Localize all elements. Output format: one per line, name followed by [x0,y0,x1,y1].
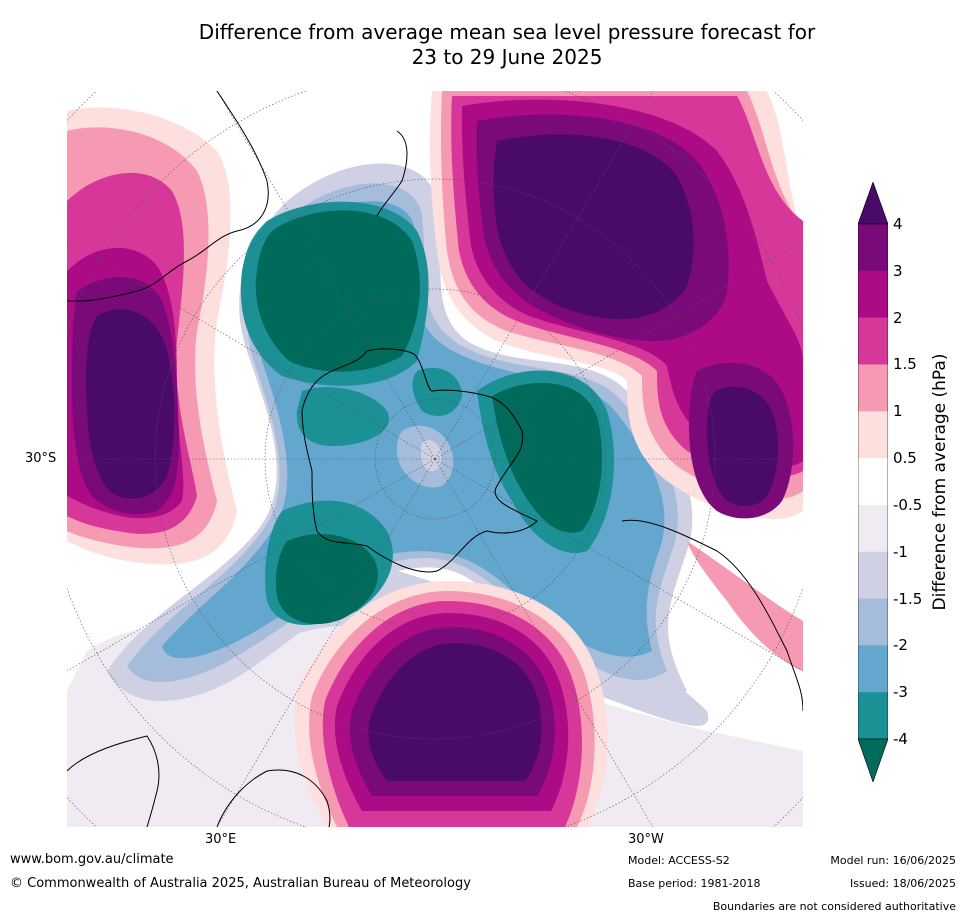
contour-negative-4-southwest [275,533,378,625]
website-link[interactable]: www.bom.gov.au/climate [10,852,174,867]
colorbar-tick-label: 3 [893,261,903,280]
colorbar-segment [858,270,888,319]
map-title: Difference from average mean sea level p… [0,20,965,70]
title-line-1: Difference from average mean sea level p… [198,20,816,44]
colorbar-label: Difference from average (hPa) [930,353,950,611]
colorbar-segment [858,692,888,740]
colorbar-segment [858,598,888,646]
colorbar-extend-top [858,182,888,225]
model-name: Model: ACCESS-S2 [628,854,730,867]
title-line-2: 23 to 29 June 2025 [411,45,603,69]
new-zealand-coastline [376,130,408,217]
colorbar-extend-bottom [858,738,888,782]
colorbar-segment [858,317,888,365]
colorbar-tick-label: -2 [893,636,908,655]
colorbar-tick-label: -0.5 [893,495,923,514]
contour-negative-3-center [412,367,462,416]
latitude-label-30s: 30°S [25,451,57,466]
colorbar-segment [858,645,888,693]
south-america-coastline [621,519,803,712]
model-run-date: Model run: 16/06/2025 [830,854,956,867]
pressure-anomaly-map [67,91,803,827]
contour-positive-s-4 [368,643,542,781]
colorbar-segment [858,224,888,272]
colorbar-tick-label: 1 [893,402,903,421]
africa-coastline [67,735,160,827]
colorbar-tick-label: -1 [893,542,908,561]
contour-negative-core-inner [420,440,442,472]
map-graticule [67,91,803,827]
colorbar-segment [858,458,888,506]
colorbar-segment [858,504,888,553]
contour-negative-4-north [255,210,420,372]
contour-negative-3-center-west [296,387,389,446]
contour-positive-se-1 [687,541,803,671]
colorbar-segment [858,411,888,459]
colorbar-tick-label: 2 [893,308,903,327]
longitude-label-30e: 30°E [205,832,237,847]
colorbar-tick-label: -3 [893,683,908,702]
issued-date: Issued: 18/06/2025 [849,877,956,890]
base-period: Base period: 1981-2018 [628,877,761,890]
colorbar [858,182,888,782]
colorbar-tick-label: 1.5 [893,355,917,374]
colorbar-tick-label: 4 [893,215,903,233]
antarctica-coastline [301,348,538,573]
africa-coastline-2 [216,769,331,827]
colorbar-tick-label: 0.5 [893,449,917,468]
coastlines [67,91,803,827]
australia-coastline [67,91,269,302]
longitude-label-30w: 30°W [628,832,664,847]
contour-positive-e-4 [707,386,779,507]
boundary-disclaimer: Boundaries are not considered authoritat… [712,900,956,913]
colorbar-segment [858,364,888,412]
colorbar-tick-label: -1.5 [893,589,923,608]
contour-positive-nw-4 [86,309,175,499]
colorbar-tick-label: -4 [893,730,908,748]
contour-negative-4-east [492,382,602,533]
colorbar-segment [858,551,888,600]
copyright-notice: © Commonwealth of Australia 2025, Austra… [10,876,471,891]
contour-positive-ne-4 [493,134,694,320]
